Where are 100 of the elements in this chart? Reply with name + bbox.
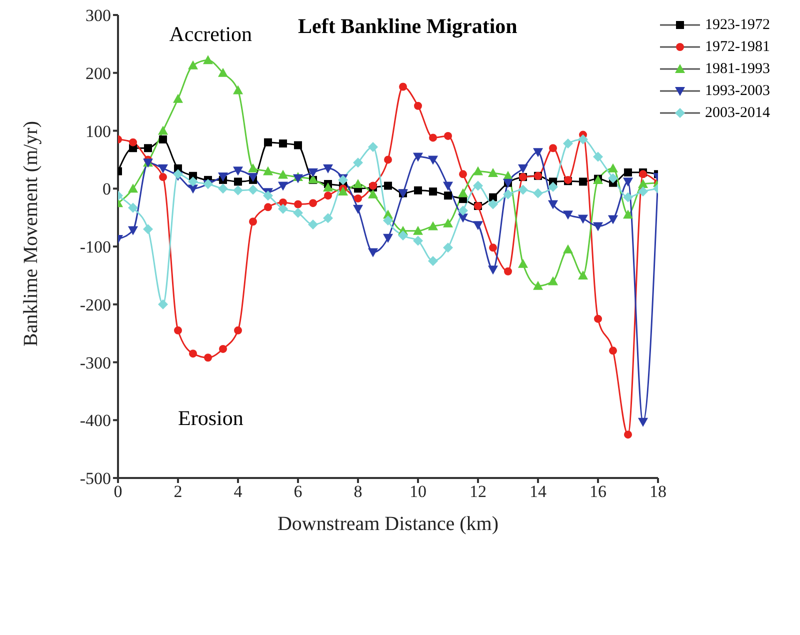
point xyxy=(204,354,212,362)
point xyxy=(323,213,333,224)
point xyxy=(608,215,618,224)
legend-label: 1993-2003 xyxy=(705,82,770,101)
point xyxy=(128,184,138,193)
point xyxy=(324,192,332,200)
point xyxy=(203,55,213,64)
x-tick-label: 14 xyxy=(530,482,547,502)
point xyxy=(383,215,393,226)
point xyxy=(294,200,302,208)
point xyxy=(159,173,167,182)
point xyxy=(473,180,483,191)
point xyxy=(638,418,648,427)
x-tick-label: 4 xyxy=(234,482,243,502)
point xyxy=(354,194,362,202)
point xyxy=(624,168,632,176)
point xyxy=(264,203,272,212)
point xyxy=(548,200,558,210)
point xyxy=(338,186,348,196)
x-tick-label: 12 xyxy=(470,482,486,502)
point xyxy=(414,102,422,110)
point xyxy=(504,267,512,276)
x-tick-label: 16 xyxy=(590,482,606,502)
point xyxy=(623,192,633,202)
point xyxy=(264,138,272,146)
x-axis-title: Downstream Distance (km) xyxy=(277,513,499,535)
point xyxy=(234,178,242,186)
point xyxy=(368,248,378,258)
point xyxy=(594,314,602,323)
point xyxy=(609,346,617,355)
legend-label: 1923-1972 xyxy=(705,16,770,35)
point xyxy=(518,184,528,195)
point xyxy=(489,244,497,252)
point xyxy=(384,182,392,190)
point xyxy=(488,266,498,275)
point xyxy=(608,173,618,184)
point xyxy=(444,132,452,140)
point xyxy=(638,178,648,188)
point xyxy=(623,210,633,219)
y-tick-label: 300 xyxy=(86,6,111,26)
point xyxy=(353,204,363,214)
point xyxy=(578,134,588,144)
point xyxy=(173,169,183,180)
y-tick-label: -400 xyxy=(80,411,111,430)
point xyxy=(473,221,483,230)
point xyxy=(294,141,302,150)
point xyxy=(429,134,437,142)
point xyxy=(173,94,183,103)
point xyxy=(533,188,543,198)
point xyxy=(234,326,242,334)
annotation: Erosion xyxy=(177,406,244,431)
point xyxy=(518,258,528,268)
point xyxy=(563,210,573,220)
point xyxy=(384,156,392,164)
point xyxy=(323,182,333,192)
point xyxy=(413,152,423,162)
point xyxy=(533,148,543,158)
point xyxy=(174,326,182,334)
point xyxy=(428,156,438,165)
point xyxy=(413,236,423,246)
point xyxy=(248,163,258,172)
x-tick-label: 10 xyxy=(410,482,426,502)
point xyxy=(548,276,558,286)
point xyxy=(159,135,167,144)
point xyxy=(488,199,498,210)
point xyxy=(353,158,363,168)
point xyxy=(458,206,468,216)
point xyxy=(129,138,137,146)
point xyxy=(398,230,408,241)
point xyxy=(143,224,153,234)
point xyxy=(158,126,168,135)
legend-label: 1981-1993 xyxy=(705,60,770,79)
point xyxy=(278,182,288,191)
point xyxy=(414,186,422,194)
point xyxy=(219,344,227,353)
y-tick-label: -200 xyxy=(80,295,111,314)
point xyxy=(444,192,452,200)
point xyxy=(249,218,257,226)
point xyxy=(443,182,453,191)
y-tick-label: 100 xyxy=(86,122,111,141)
y-tick-label: -500 xyxy=(80,469,111,488)
point xyxy=(308,220,318,230)
point xyxy=(353,178,363,188)
point xyxy=(323,164,333,174)
point xyxy=(413,226,423,235)
point xyxy=(458,188,468,198)
point xyxy=(638,186,648,197)
point xyxy=(278,204,288,214)
point xyxy=(218,68,228,77)
point xyxy=(158,164,168,174)
annotation: Accretion xyxy=(168,22,254,47)
point xyxy=(593,222,603,232)
point xyxy=(248,184,258,195)
point xyxy=(623,178,633,187)
point xyxy=(428,256,438,266)
y-tick-label: 200 xyxy=(86,64,111,83)
point xyxy=(188,176,198,187)
point xyxy=(578,214,588,224)
point xyxy=(548,182,558,192)
y-axis-title: Banklime Movement (m/yr) xyxy=(20,120,42,346)
